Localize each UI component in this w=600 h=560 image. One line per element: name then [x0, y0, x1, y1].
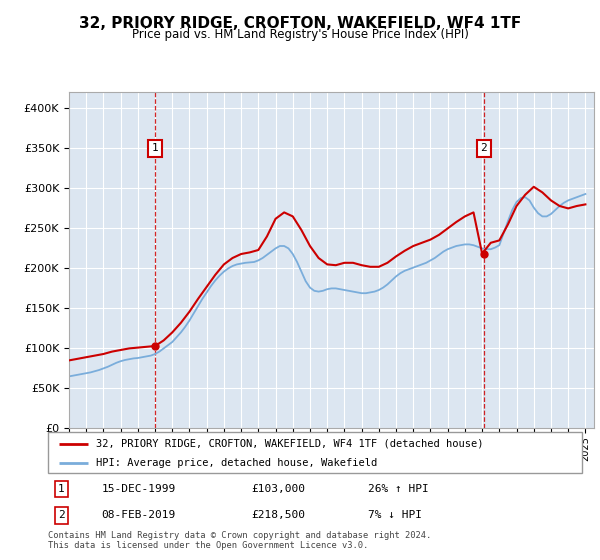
Text: £218,500: £218,500: [251, 510, 305, 520]
Text: Contains HM Land Registry data © Crown copyright and database right 2024.
This d: Contains HM Land Registry data © Crown c…: [48, 531, 431, 550]
Text: 2: 2: [481, 143, 487, 153]
Text: 26% ↑ HPI: 26% ↑ HPI: [368, 484, 429, 494]
Text: HPI: Average price, detached house, Wakefield: HPI: Average price, detached house, Wake…: [96, 458, 377, 468]
Text: 15-DEC-1999: 15-DEC-1999: [101, 484, 176, 494]
Text: 7% ↓ HPI: 7% ↓ HPI: [368, 510, 422, 520]
Text: 32, PRIORY RIDGE, CROFTON, WAKEFIELD, WF4 1TF: 32, PRIORY RIDGE, CROFTON, WAKEFIELD, WF…: [79, 16, 521, 31]
Text: 2: 2: [58, 510, 65, 520]
Text: 1: 1: [152, 143, 158, 153]
Text: 08-FEB-2019: 08-FEB-2019: [101, 510, 176, 520]
Text: Price paid vs. HM Land Registry's House Price Index (HPI): Price paid vs. HM Land Registry's House …: [131, 28, 469, 41]
Text: 32, PRIORY RIDGE, CROFTON, WAKEFIELD, WF4 1TF (detached house): 32, PRIORY RIDGE, CROFTON, WAKEFIELD, WF…: [96, 439, 484, 449]
Text: 1: 1: [58, 484, 65, 494]
Text: £103,000: £103,000: [251, 484, 305, 494]
